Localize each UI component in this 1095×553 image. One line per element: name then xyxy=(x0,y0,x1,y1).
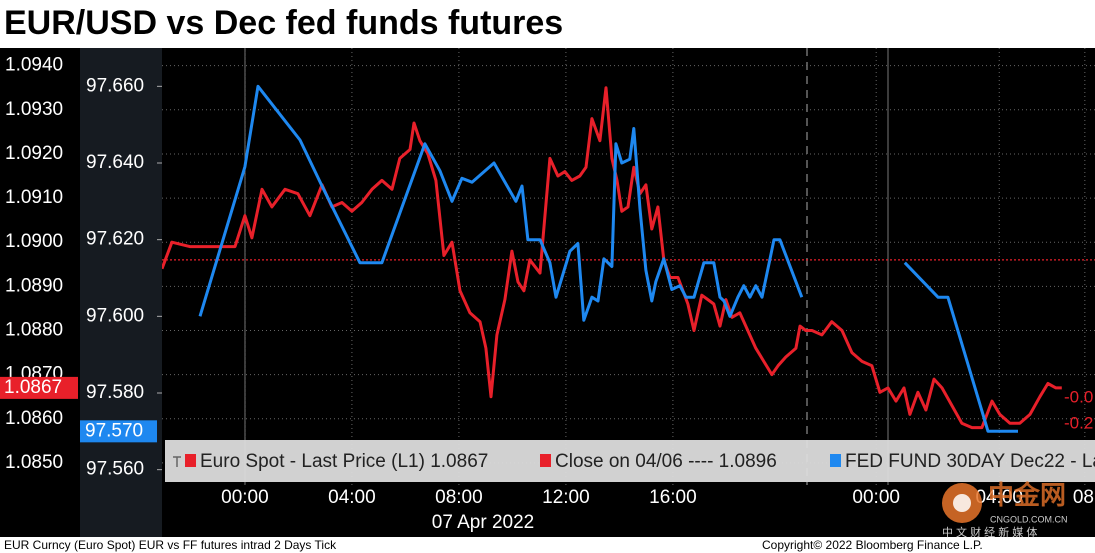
y2-tick-label: 97.660 xyxy=(86,75,144,96)
y-tick-label: 1.0920 xyxy=(5,143,63,164)
last-value-label: 97.570 xyxy=(85,420,143,441)
y-tick-label: 1.0930 xyxy=(5,99,63,120)
overlay: 1.0867 -0.0 97.570 -0.2 Euro Spot - Last Pri… xyxy=(0,376,1095,539)
x-tick-label: 00:00 xyxy=(852,487,900,508)
right-axis-panel xyxy=(80,48,162,537)
footer-band xyxy=(0,537,1095,553)
series-line xyxy=(198,84,804,322)
legend-box xyxy=(165,440,1095,482)
legend-swatch xyxy=(830,454,841,467)
footer-left: EUR Curncy (Euro Spot) EUR vs FF futures… xyxy=(4,538,337,552)
title-band xyxy=(0,0,1095,48)
watermark-title: 中金网 xyxy=(988,480,1066,510)
series-line xyxy=(162,86,1062,430)
y-tick-label: 1.0880 xyxy=(5,320,63,341)
y-tick-label: 1.0890 xyxy=(5,275,63,296)
x-tick-label: 08:00 xyxy=(435,487,483,508)
x-tick-label: 08 xyxy=(1073,487,1094,508)
y-tick-label: 1.0860 xyxy=(5,408,63,429)
x-tick-label: 00:00 xyxy=(221,487,269,508)
watermark-logo-inner xyxy=(953,494,971,512)
last-value-box xyxy=(80,420,157,443)
legend-label: FED FUND 30DAY Dec22 - La xyxy=(845,451,1095,472)
change-label: -0.2 xyxy=(1064,413,1093,432)
y2-tick-label: 97.620 xyxy=(86,229,144,250)
legend-swatch xyxy=(185,454,196,467)
watermark-url: CNGOLD.COM.CN xyxy=(990,514,1068,524)
y2-tick-label: 97.580 xyxy=(86,382,144,403)
legend-label: Euro Spot - Last Price (L1) 1.0867 xyxy=(200,451,488,472)
series-line xyxy=(903,261,1018,433)
y-tick-label: 1.0940 xyxy=(5,55,63,76)
chart-title: EUR/USD vs Dec fed funds futures xyxy=(4,4,563,42)
y2-tick-label: 97.600 xyxy=(86,305,144,326)
change-label: -0.0 xyxy=(1064,387,1093,406)
legend-label: Close on 04/06 ---- 1.0896 xyxy=(555,451,777,472)
last-value-box xyxy=(0,376,78,399)
date-label: 07 Apr 2022 xyxy=(432,512,534,533)
footer-right: Copyright© 2022 Bloomberg Finance L.P. xyxy=(762,538,983,552)
x-tick-label: 16:00 xyxy=(649,487,697,508)
y-tick-label: 1.0850 xyxy=(5,452,63,473)
x-tick-label: 04:00 xyxy=(975,487,1023,508)
y2-tick-label: 97.560 xyxy=(86,459,144,480)
grid: 1.0940 1.0930 1.0920 1.0910 1.0900 1.0890 1.08… xyxy=(5,48,1095,508)
y2-tick-label: 97.640 xyxy=(86,152,144,173)
x-tick-label: 12:00 xyxy=(542,487,590,508)
lines xyxy=(162,84,1095,433)
y-tick-label: 1.0910 xyxy=(5,187,63,208)
x-tick-label: 04:00 xyxy=(328,487,376,508)
watermark-tagline: 中 文 财 经 新 媒 体 xyxy=(942,525,1037,539)
last-value-label: 1.0867 xyxy=(4,377,62,398)
legend-swatch xyxy=(540,454,551,467)
legend-icon xyxy=(173,456,181,467)
left-axis-panel xyxy=(0,48,80,537)
y-tick-label: 1.0900 xyxy=(5,231,63,252)
